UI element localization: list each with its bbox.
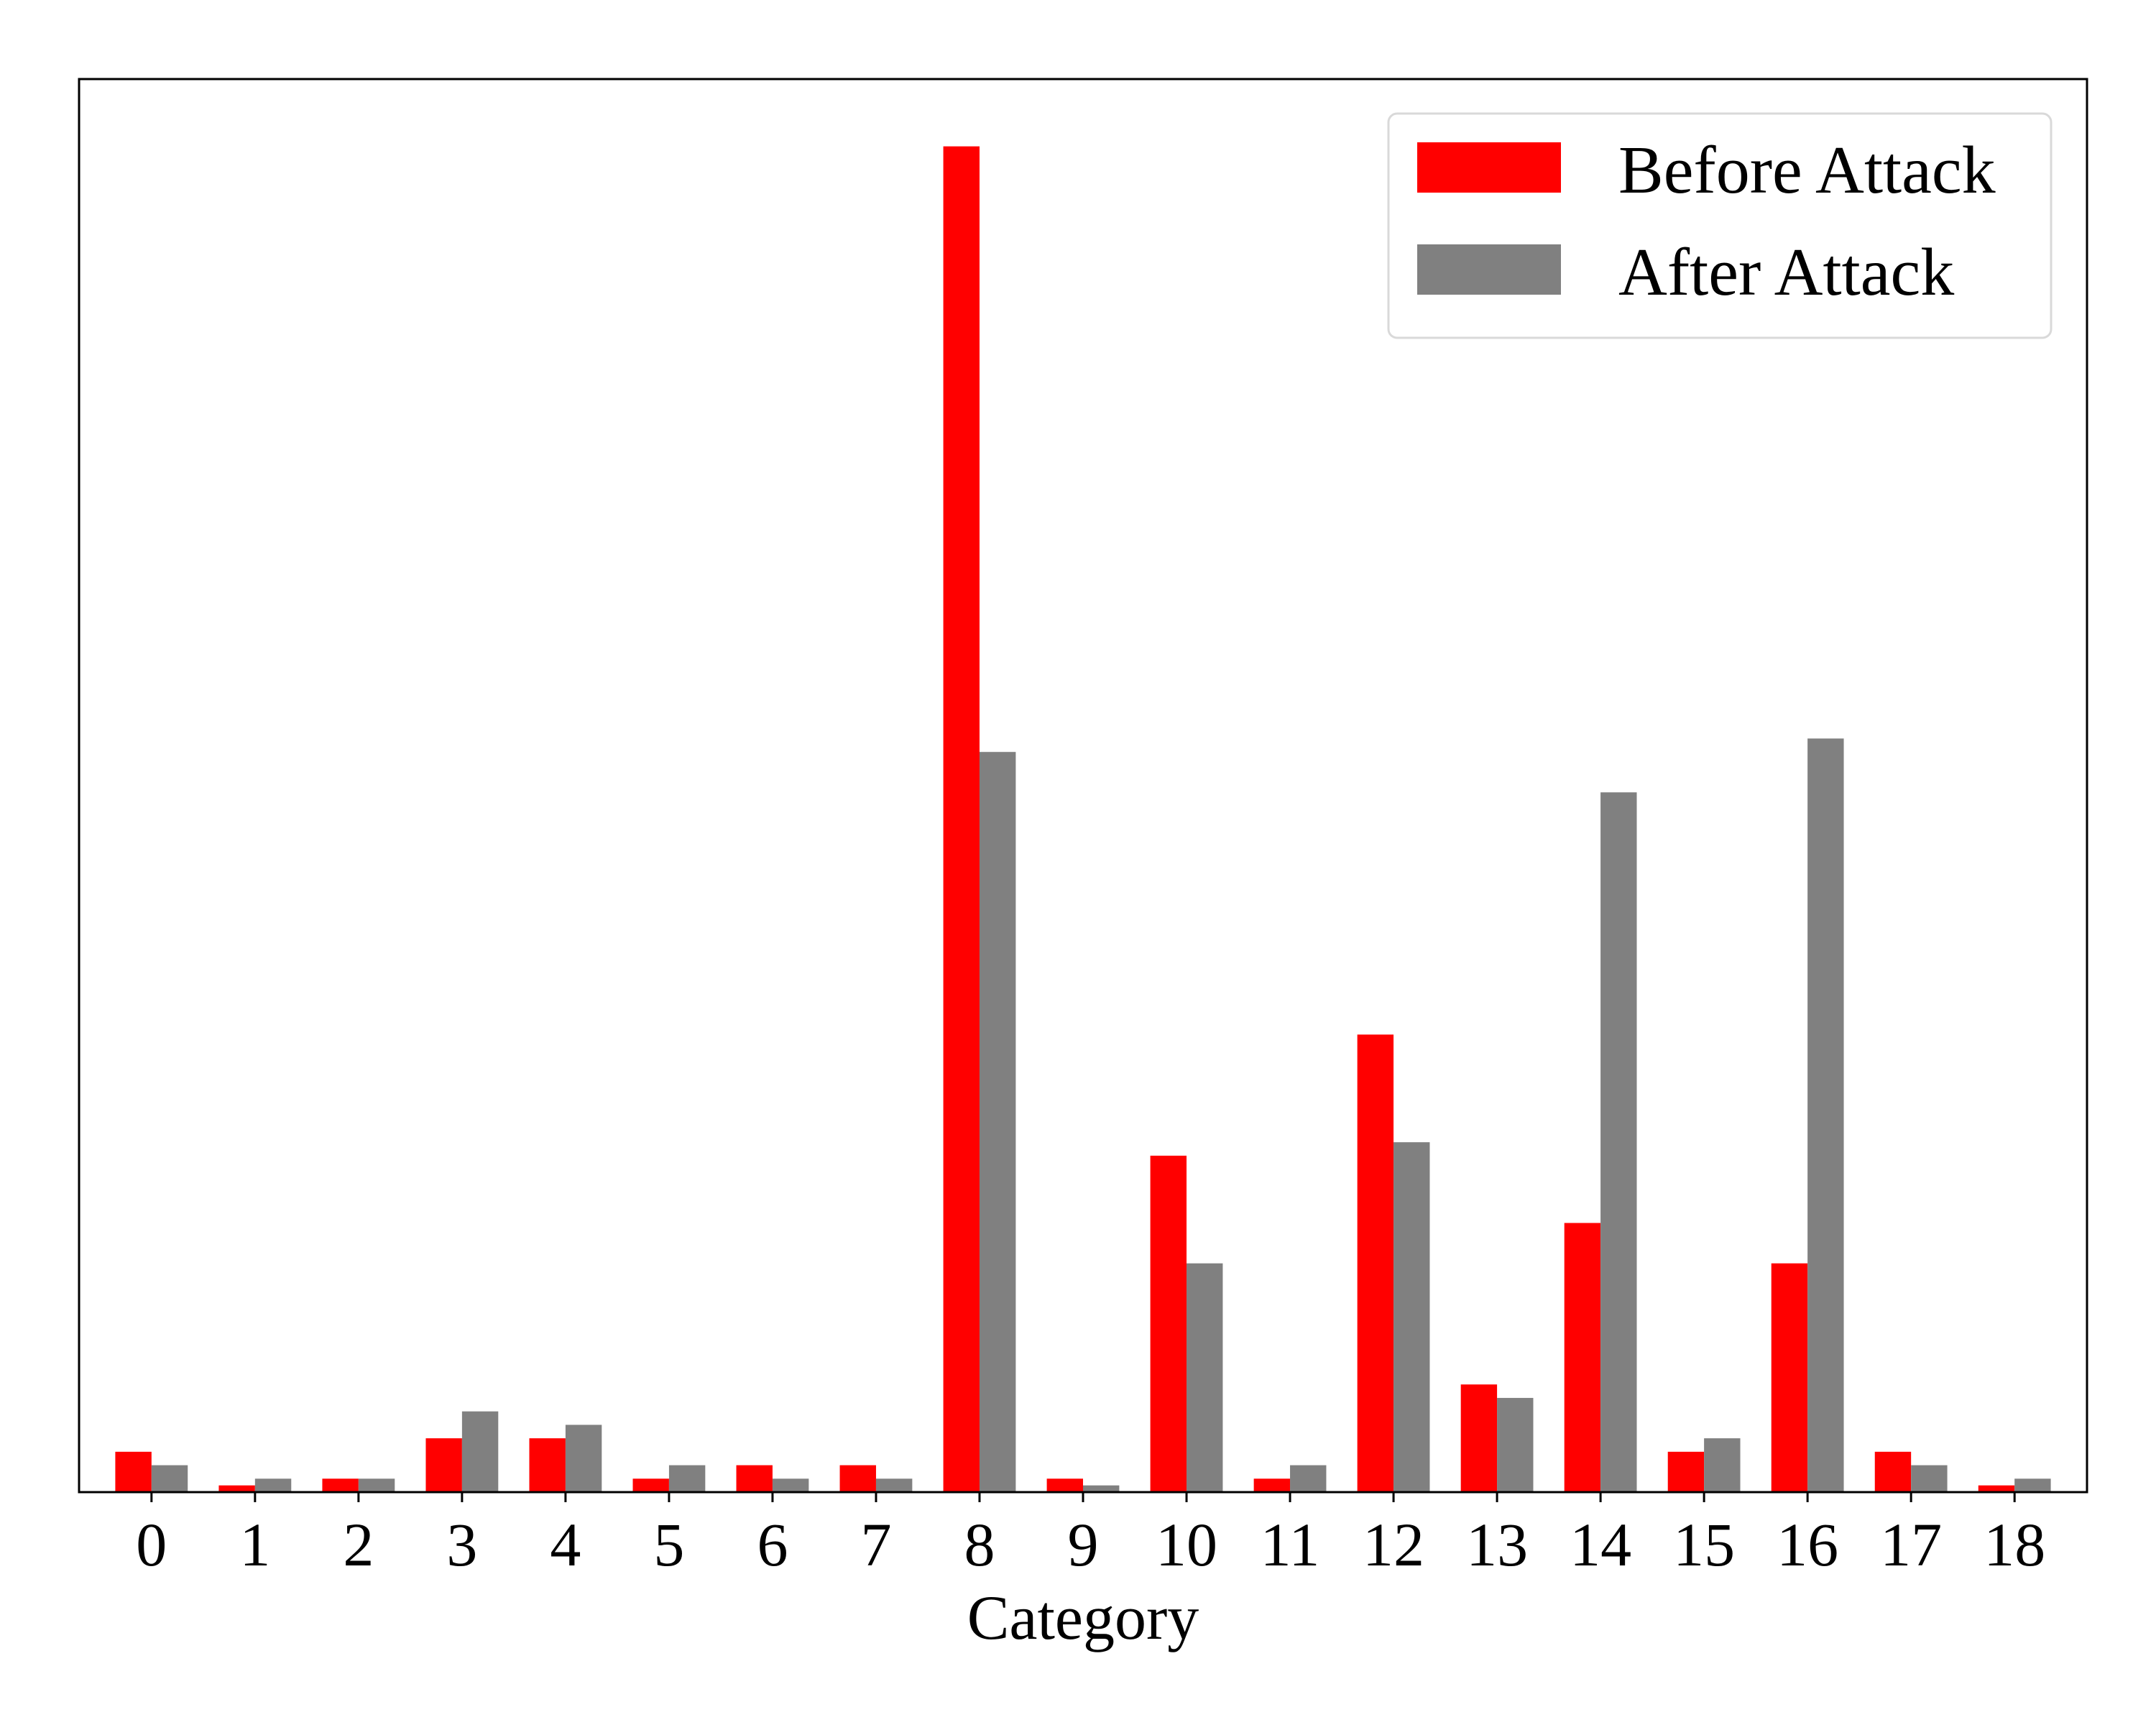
bar-after-attack-2 xyxy=(358,1478,395,1492)
x-tick-label-1: 1 xyxy=(239,1510,270,1579)
x-tick-label-17: 17 xyxy=(1880,1510,1942,1579)
x-tick-label-14: 14 xyxy=(1570,1510,1631,1579)
bar-before-attack-10 xyxy=(1150,1155,1187,1492)
bar-before-attack-8 xyxy=(943,146,980,1492)
bar-before-attack-4 xyxy=(529,1438,566,1492)
x-tick-label-15: 15 xyxy=(1673,1510,1735,1579)
bar-after-attack-14 xyxy=(1600,792,1637,1492)
bar-before-attack-15 xyxy=(1667,1451,1705,1492)
bar-after-attack-7 xyxy=(875,1478,913,1492)
x-tick-label-11: 11 xyxy=(1261,1510,1320,1579)
x-tick-label-5: 5 xyxy=(653,1510,684,1579)
bar-before-attack-0 xyxy=(115,1451,152,1492)
bar-after-attack-13 xyxy=(1497,1397,1534,1492)
x-tick-label-12: 12 xyxy=(1363,1510,1424,1579)
bar-before-attack-16 xyxy=(1771,1263,1808,1492)
bar-after-attack-3 xyxy=(461,1411,499,1492)
x-tick-label-7: 7 xyxy=(860,1510,891,1579)
bar-after-attack-4 xyxy=(565,1425,602,1492)
x-tick-label-9: 9 xyxy=(1068,1510,1099,1579)
bar-before-attack-11 xyxy=(1253,1478,1291,1492)
x-tick-label-4: 4 xyxy=(550,1510,581,1579)
bar-before-attack-3 xyxy=(425,1438,462,1492)
x-axis-label: Category xyxy=(967,1583,1199,1653)
bar-before-attack-13 xyxy=(1460,1384,1498,1492)
bar-before-attack-5 xyxy=(632,1478,669,1492)
bar-before-attack-6 xyxy=(736,1465,773,1492)
x-tick-label-16: 16 xyxy=(1777,1510,1838,1579)
x-tick-label-3: 3 xyxy=(446,1510,477,1579)
bar-after-attack-0 xyxy=(151,1465,188,1492)
bar-after-attack-11 xyxy=(1290,1465,1327,1492)
x-tick-label-6: 6 xyxy=(757,1510,788,1579)
x-tick-label-18: 18 xyxy=(1984,1510,2045,1579)
legend-swatch-before-attack xyxy=(1417,142,1561,193)
bar-after-attack-12 xyxy=(1393,1142,1430,1492)
bar-before-attack-9 xyxy=(1046,1478,1083,1492)
x-tick-label-10: 10 xyxy=(1156,1510,1217,1579)
bar-after-attack-6 xyxy=(772,1478,809,1492)
bar-after-attack-9 xyxy=(1083,1485,1120,1492)
x-ticks-group: 0 1 2 3 4 5 6 7 8 9 10 11 12 13 14 15 16 17 18 xyxy=(136,1492,2045,1579)
x-tick-label-2: 2 xyxy=(343,1510,374,1579)
bar-before-attack-7 xyxy=(839,1465,876,1492)
bar-before-attack-14 xyxy=(1564,1223,1601,1492)
legend-swatch-after-attack xyxy=(1417,244,1561,295)
x-tick-label-13: 13 xyxy=(1466,1510,1528,1579)
bar-after-attack-17 xyxy=(1911,1465,1948,1492)
bar-after-attack-1 xyxy=(254,1478,292,1492)
legend: Before Attack After Attack xyxy=(1387,112,2053,339)
bar-after-attack-18 xyxy=(2014,1478,2051,1492)
bar-after-attack-16 xyxy=(1807,738,1844,1492)
bar-before-attack-17 xyxy=(1874,1451,1912,1492)
bar-after-attack-15 xyxy=(1704,1438,1741,1492)
x-tick-label-8: 8 xyxy=(964,1510,995,1579)
bar-before-attack-2 xyxy=(322,1478,359,1492)
bars-group xyxy=(115,146,2051,1492)
bar-before-attack-18 xyxy=(1978,1485,2015,1492)
bar-before-attack-12 xyxy=(1357,1034,1394,1492)
bar-after-attack-10 xyxy=(1187,1263,1223,1492)
bar-before-attack-1 xyxy=(218,1485,255,1492)
bar-after-attack-5 xyxy=(668,1465,706,1492)
legend-label-after-attack: After Attack xyxy=(1618,235,1954,310)
x-tick-label-0: 0 xyxy=(136,1510,167,1579)
bar-after-attack-8 xyxy=(979,752,1016,1492)
legend-label-before-attack: Before Attack xyxy=(1618,133,1996,208)
